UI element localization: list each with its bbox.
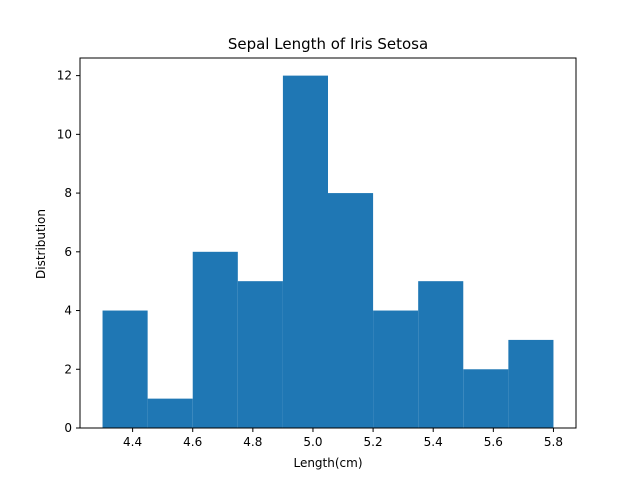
- y-tick-label: 0: [64, 421, 72, 435]
- y-tick-label: 6: [64, 245, 72, 259]
- histogram-bar: [282, 75, 328, 428]
- y-tick-label: 12: [57, 69, 72, 83]
- histogram-bar: [373, 310, 419, 428]
- x-axis-label: Length(cm): [293, 456, 362, 470]
- y-axis-ticks: 0 2 4 6 8 10 12: [57, 69, 80, 435]
- chart-title: Sepal Length of Iris Setosa: [228, 35, 428, 53]
- x-tick-label: 5.4: [424, 435, 443, 449]
- x-axis-ticks: 4.4 4.6 4.8 5.0 5.2 5.4 5.6 5.8: [123, 428, 563, 449]
- x-tick-label: 4.8: [243, 435, 262, 449]
- x-tick-label: 5.8: [544, 435, 563, 449]
- histogram-bar: [418, 281, 464, 428]
- x-tick-label: 4.6: [183, 435, 202, 449]
- histogram-bar: [147, 398, 193, 428]
- y-tick-label: 2: [64, 362, 72, 376]
- x-tick-label: 4.4: [123, 435, 142, 449]
- y-axis-label: Distribution: [34, 209, 48, 279]
- y-tick-label: 10: [57, 127, 72, 141]
- histogram-bar: [463, 369, 509, 428]
- bars-group: [102, 75, 554, 428]
- x-tick-label: 5.2: [364, 435, 383, 449]
- histogram-bar: [328, 193, 374, 428]
- y-tick-label: 4: [64, 304, 72, 318]
- histogram-bar: [508, 339, 554, 428]
- x-tick-label: 5.6: [484, 435, 503, 449]
- histogram-bar: [102, 310, 148, 428]
- axes-frame: [79, 57, 577, 429]
- y-tick-label: 8: [64, 186, 72, 200]
- x-tick-label: 5.0: [303, 435, 322, 449]
- histogram-bar: [237, 281, 283, 428]
- histogram-bar: [192, 251, 238, 428]
